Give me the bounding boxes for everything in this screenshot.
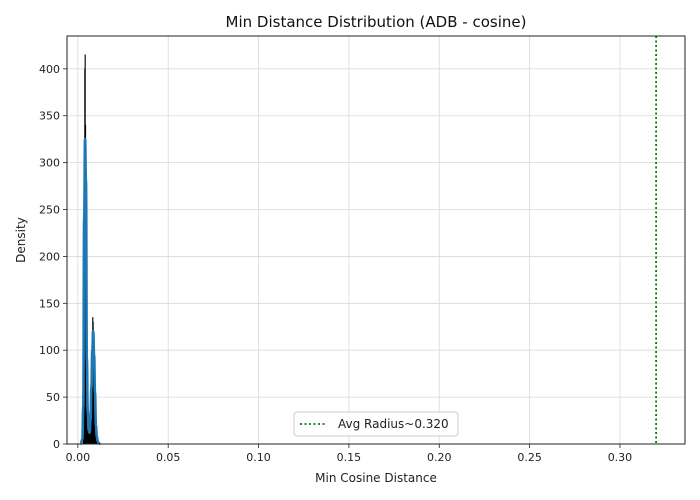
chart-title: Min Distance Distribution (ADB - cosine) (226, 13, 527, 31)
y-tick-label: 250 (39, 204, 60, 217)
kde-curve (79, 137, 101, 446)
y-axis-label: Density (14, 217, 28, 263)
y-tick-label: 300 (39, 157, 60, 170)
legend: Avg Radius~0.320 (293, 411, 459, 437)
kde-line (79, 137, 101, 446)
y-tick-label: 150 (39, 297, 60, 310)
x-tick-label: 0.20 (427, 451, 452, 464)
ticks: 0.00 0.05 0.10 0.15 0.20 0.25 0.30 0 50 100 150 200… (39, 63, 632, 464)
x-axis-label: Min Cosine Distance (315, 471, 437, 485)
y-tick-label: 100 (39, 344, 60, 357)
legend-box (293, 411, 459, 437)
x-tick-label: 0.25 (517, 451, 542, 464)
x-tick-label: 0.15 (337, 451, 362, 464)
x-tick-label: 0.10 (246, 451, 271, 464)
y-tick-label: 0 (53, 438, 60, 451)
grid (67, 36, 685, 445)
y-tick-label: 400 (39, 63, 60, 76)
axes (66, 35, 686, 445)
x-tick-label: 0.00 (66, 451, 91, 464)
plot-frame (66, 35, 686, 445)
y-tick-label: 50 (46, 391, 60, 404)
y-tick-label: 200 (39, 250, 60, 263)
y-tick-label: 350 (39, 110, 60, 123)
x-tick-label: 0.05 (156, 451, 181, 464)
legend-label: Avg Radius~0.320 (338, 417, 449, 431)
x-tick-label: 0.30 (608, 451, 633, 464)
